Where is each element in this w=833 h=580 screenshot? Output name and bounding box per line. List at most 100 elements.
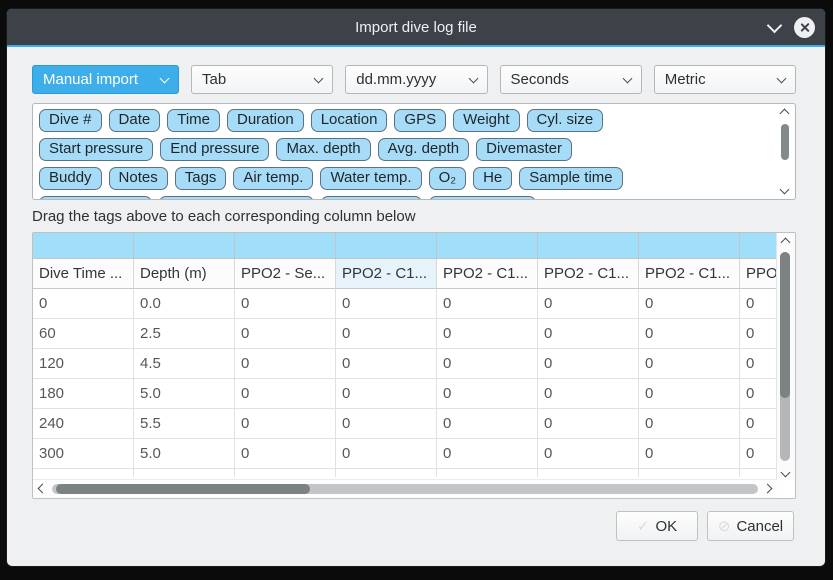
table-horizontal-scrollbar[interactable] [33,479,777,498]
tag-max-depth[interactable]: Max. depth [276,138,371,161]
table-cell: 0 [740,379,777,409]
tag-start-pressure[interactable]: Start pressure [39,138,154,161]
table-cell: 0 [235,379,336,409]
chevron-down-icon [776,73,787,83]
table-cell: 2.5 [134,319,235,349]
tag-cyl-size[interactable]: Cyl. size [526,109,604,132]
import-dive-log-dialog: Import dive log file Manual import Tab d… [7,9,825,566]
table-cell: 0 [437,319,538,349]
partial-cell [740,469,777,477]
column-header-dive-time: Dive Time ... [33,259,134,289]
column-header-ppo2-c1: PPO2 - C1... [639,259,740,289]
tag-sample-cns[interactable]: Sample CNS [429,196,537,199]
scrollbar-track[interactable] [52,484,758,494]
tag-water-temp[interactable]: Water temp. [320,167,422,190]
drop-target-cell[interactable] [740,233,777,259]
close-icon [799,22,810,33]
partial-cell [235,469,336,477]
field-separator-value: Tab [202,71,227,88]
tag-buddy[interactable]: Buddy [39,167,102,190]
chevron-down-icon [622,73,633,83]
scroll-right-icon[interactable] [762,483,773,494]
tag-sample-depth[interactable]: Sample depth [39,196,152,199]
drop-target-cell[interactable] [639,233,740,259]
tag-weight[interactable]: Weight [453,109,520,132]
import-preview-table: Dive Time ... Depth (m) PPO2 - Se... PPO2 -… [32,232,796,499]
table-viewport: Dive Time ... Depth (m) PPO2 - Se... PPO2 -… [33,233,777,480]
duration-format-select[interactable]: Seconds [499,65,642,94]
duration-format-value: Seconds [510,71,569,88]
table-cell: 0 [437,409,538,439]
window-title: Import dive log file [355,18,477,36]
tag-sample-time[interactable]: Sample time [519,167,623,190]
scrollbar-thumb[interactable] [781,124,789,160]
table-cell: 0 [437,439,538,469]
table-cell: 0 [336,289,437,319]
drop-target-cell[interactable] [33,233,134,259]
units-system-select[interactable]: Metric [653,65,796,94]
tag-rows: Dive # Date Time Duration Location GPS Weight C… [39,109,775,199]
table-cell: 0 [639,409,740,439]
table-cell: 0 [235,409,336,439]
table-cell: 180 [33,379,134,409]
column-header-ppo2: PPO2 [740,259,777,289]
scroll-down-icon[interactable] [779,184,790,195]
date-format-select[interactable]: dd.mm.yyyy [345,65,488,94]
table-cell: 0 [235,289,336,319]
drop-target-cell[interactable] [235,233,336,259]
ok-button[interactable]: ✓ OK [616,511,698,541]
table-cell: 0 [538,349,639,379]
tag-air-temp[interactable]: Air temp. [233,167,314,190]
scrollbar-track[interactable] [780,252,790,461]
drop-target-cell[interactable] [336,233,437,259]
accent-divider [7,45,825,47]
tag-sample-temperature[interactable]: Sample temperature [158,196,315,199]
table-cell: 300 [33,439,134,469]
drag-instruction-label: Drag the tags above to each correspondin… [32,208,416,225]
table-cell: 0 [740,439,777,469]
tag-drop-row [33,233,777,259]
tag-duration[interactable]: Duration [227,109,304,132]
scrollbar-thumb[interactable] [56,484,311,494]
close-button[interactable] [794,16,815,38]
cancel-button[interactable]: ⊘ Cancel [707,511,794,541]
tag-divemaster[interactable]: Divemaster [476,138,572,161]
table-cell: 0 [336,379,437,409]
table-cell: 0 [336,409,437,439]
drop-target-cell[interactable] [437,233,538,259]
tag-tags[interactable]: Tags [174,167,227,190]
tag-panel-scrollbar[interactable] [778,107,792,196]
tag-row: Start pressure End pressure Max. depth Avg.… [39,138,775,161]
tag-location[interactable]: Location [310,109,388,132]
tag-avg-depth[interactable]: Avg. depth [377,138,470,161]
tag-row: Buddy Notes Tags Air temp. Water temp. O₂ He Sa… [39,167,775,190]
scroll-down-icon[interactable] [780,467,791,478]
chevron-down-icon [159,73,170,83]
tag-dive[interactable]: Dive # [39,109,102,132]
tag-time[interactable]: Time [167,109,220,132]
cancel-icon: ⊘ [717,518,731,535]
partial-cell [437,469,538,477]
titlebar[interactable]: Import dive log file [7,9,825,45]
table-row: 0 0.0 0 0 0 0 0 0 [33,289,777,319]
tag-end-pressure[interactable]: End pressure [160,138,270,161]
drop-target-cell[interactable] [134,233,235,259]
table-vertical-scrollbar[interactable] [776,233,795,480]
tag-date[interactable]: Date [108,109,161,132]
tag-notes[interactable]: Notes [108,167,168,190]
scroll-left-icon[interactable] [37,483,48,494]
tag-gps[interactable]: GPS [394,109,447,132]
table-cell: 0 [740,289,777,319]
tag-sample-po[interactable]: Sample pO₂ [321,196,423,199]
chevron-down-icon[interactable] [766,17,783,33]
drop-target-cell[interactable] [538,233,639,259]
tag-he[interactable]: He [473,167,513,190]
scroll-up-icon[interactable] [779,108,790,119]
table-cell: 0 [235,319,336,349]
tag-row: Sample depth Sample temperature Sample pO₂… [39,196,775,199]
field-separator-select[interactable]: Tab [191,65,334,94]
scroll-up-icon[interactable] [780,237,791,248]
scrollbar-thumb[interactable] [780,252,790,399]
tag-o[interactable]: O₂ [428,167,467,190]
import-mode-select[interactable]: Manual import [32,65,179,94]
